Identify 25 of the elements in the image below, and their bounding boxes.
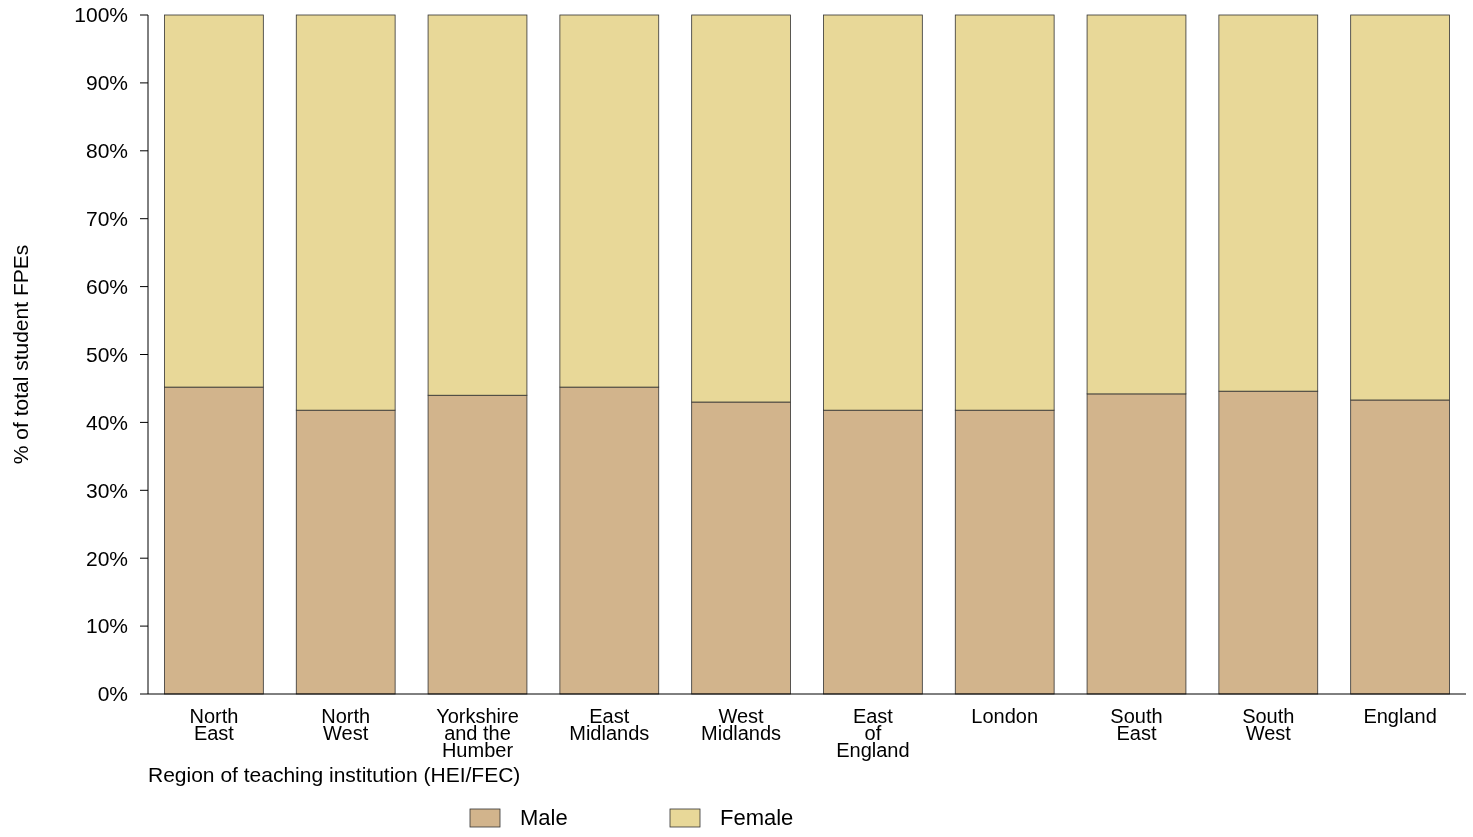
x-axis-title: Region of teaching institution (HEI/FEC) xyxy=(148,763,521,786)
x-tick-label: England xyxy=(1363,705,1437,727)
y-axis-title: % of total student FPEs xyxy=(9,244,32,465)
y-tick-label: 40% xyxy=(85,410,128,434)
legend-label: Female xyxy=(720,805,794,830)
x-tick-label: South West xyxy=(1242,705,1295,744)
y-tick-label: 30% xyxy=(85,478,128,502)
x-tick-label: East of England xyxy=(836,705,910,761)
x-tick-label: North West xyxy=(321,705,371,744)
x-tick-label: London xyxy=(971,705,1039,727)
legend-label: Male xyxy=(520,805,568,830)
y-tick-label: 80% xyxy=(85,139,128,163)
y-tick-label: 0% xyxy=(97,682,128,706)
y-tick-label: 10% xyxy=(85,614,128,638)
y-tick-label: 60% xyxy=(85,274,128,298)
x-tick-label: Yorkshire and the Humber xyxy=(436,705,519,761)
x-tick-label: South East xyxy=(1110,705,1163,744)
x-tick-label: West Midlands xyxy=(701,705,782,744)
y-tick-label: 70% xyxy=(85,207,128,231)
x-tick-label: East Midlands xyxy=(569,705,650,744)
y-tick-label: 90% xyxy=(85,71,128,95)
y-tick-label: 20% xyxy=(85,546,128,570)
y-tick-label: 50% xyxy=(85,342,128,366)
y-tick-label: 100% xyxy=(74,3,128,27)
x-tick-label: North East xyxy=(189,705,239,744)
